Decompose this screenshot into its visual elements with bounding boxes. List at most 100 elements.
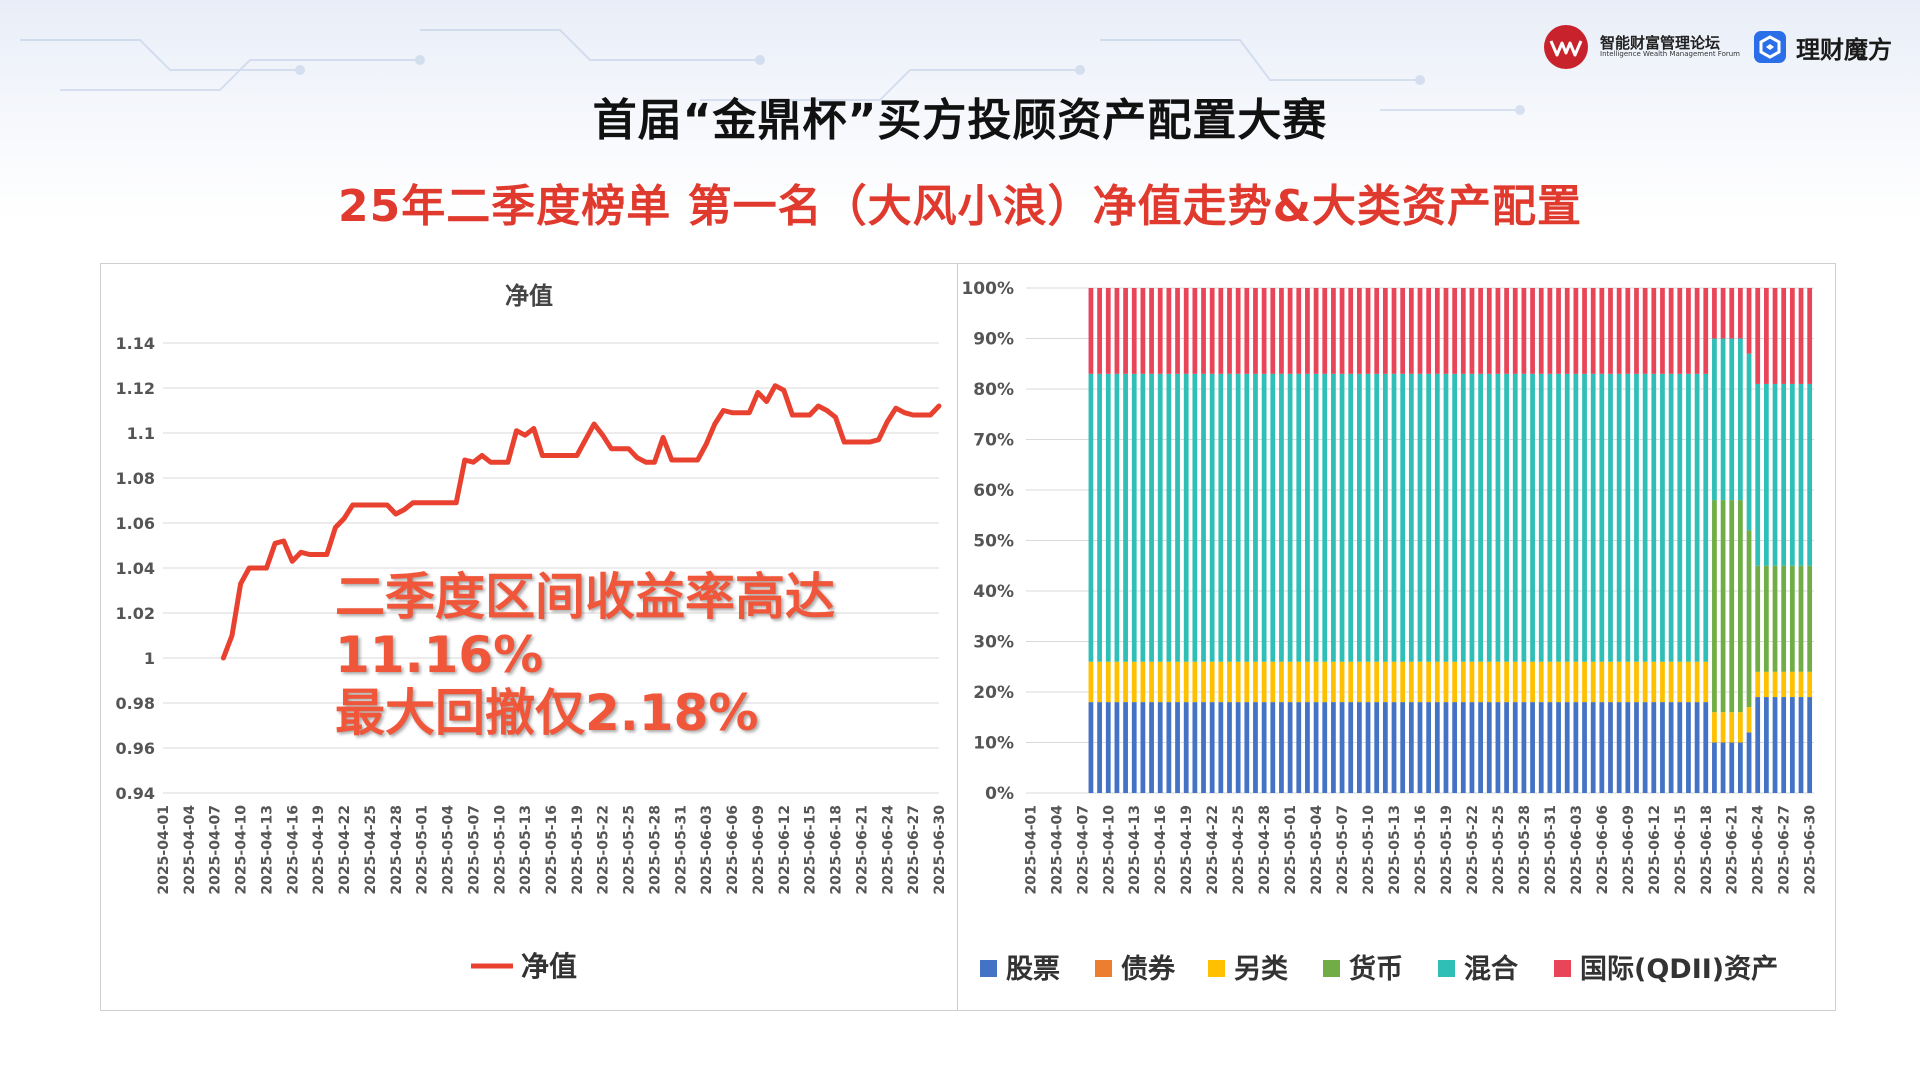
alloc-bar-segment [1088, 661, 1094, 703]
alloc-bar-segment [1495, 661, 1501, 703]
alloc-bar-segment [1634, 373, 1639, 662]
alloc-bar-segment [1616, 373, 1622, 662]
alloc-bar-segment [1746, 353, 1752, 531]
alloc-bar-segment [1564, 702, 1570, 793]
alloc-bar-segment [1131, 661, 1137, 703]
alloc-bar-segment [1140, 288, 1146, 374]
nav-chart-title: 净值 [505, 282, 553, 310]
alloc-bar-segment [1157, 288, 1163, 374]
alloc-bar-segment [1261, 702, 1267, 793]
alloc-bar-segment [1625, 702, 1631, 793]
alloc-bar-segment [1677, 661, 1683, 703]
alloc-bar-segment [1114, 288, 1120, 374]
alloc-legend-label: 债券 [1121, 953, 1176, 985]
alloc-bar-segment [1348, 702, 1354, 793]
nav-x-tick-label: 2025-05-28 [647, 805, 663, 895]
page-subtitle: 25年二季度榜单 第一名（大风小浪）净值走势&大类资产配置 [338, 181, 1582, 232]
nav-chart-panel: 净值 0.94 0.96 0.98 1 1.02 1.04 1.06 1.08 1.1 1.12 1.… [100, 263, 959, 1011]
alloc-bar-segment [1192, 702, 1198, 793]
alloc-bar-segment [1556, 373, 1561, 662]
alloc-bar-segment [1131, 702, 1137, 793]
alloc-bar-segment [1426, 373, 1432, 662]
alloc-bar-segment [1703, 288, 1709, 374]
alloc-bar-segment [1313, 702, 1319, 793]
alloc-bar-segment [1755, 383, 1761, 566]
alloc-bar-segment [1166, 373, 1172, 662]
alloc-bar-segment [1382, 661, 1388, 703]
alloc-bar-segment [1798, 671, 1804, 698]
alloc-bar-segment [1088, 702, 1094, 793]
alloc-bar-segment [1331, 373, 1336, 662]
alloc-bar-segment [1651, 702, 1657, 793]
alloc-bar-segment [1642, 661, 1648, 703]
alloc-bar-segment [1382, 702, 1388, 793]
alloc-bar-segment [1140, 702, 1146, 793]
alloc-bar-segment [1781, 565, 1787, 672]
alloc-bar-segment [1642, 288, 1648, 374]
alloc-bar-segment [1478, 373, 1483, 662]
alloc-bar-segment [1305, 661, 1310, 703]
alloc-bar-segment [1495, 702, 1501, 793]
alloc-bar-segment [1279, 661, 1284, 703]
alloc-bar-segment [1720, 712, 1726, 743]
alloc-bar-segment [1088, 288, 1094, 374]
alloc-bar-segment [1443, 661, 1449, 703]
alloc-bar-segment [1504, 373, 1509, 662]
alloc-bar-segment [1772, 288, 1778, 384]
alloc-bar-segment [1712, 338, 1717, 501]
alloc-bar-segment [1235, 288, 1241, 374]
alloc-bar-segment [1123, 288, 1128, 374]
alloc-x-tick-label: 2025-05-19 [1439, 805, 1455, 895]
alloc-bar-segment [1365, 288, 1371, 374]
alloc-bar-segment [1582, 702, 1587, 793]
alloc-y-tick-label: 80% [973, 380, 1014, 400]
alloc-bar-segment [1287, 373, 1293, 662]
alloc-bar-segment [1781, 697, 1787, 793]
alloc-bar-segment [1400, 288, 1406, 374]
nav-y-tick-label: 0.96 [116, 739, 155, 758]
alloc-bar-segment [1227, 288, 1232, 374]
nav-x-tick-label: 2025-06-06 [725, 805, 741, 895]
alloc-bar-segment [1183, 661, 1189, 703]
alloc-bar-segment [1556, 288, 1561, 374]
alloc-bar-segment [1538, 702, 1544, 793]
alloc-bar-segment [1807, 288, 1813, 384]
alloc-bar-segment [1417, 373, 1423, 662]
alloc-x-tick-label: 2025-05-31 [1543, 805, 1559, 895]
alloc-bar-segment [1382, 373, 1388, 662]
alloc-bar-segment [1590, 373, 1596, 662]
alloc-x-tick-label: 2025-05-25 [1491, 805, 1507, 895]
alloc-bar-segment [1512, 288, 1518, 374]
alloc-bar-segment [1478, 288, 1483, 374]
alloc-bar-segment [1408, 661, 1414, 703]
alloc-bar-segment [1746, 732, 1752, 793]
alloc-bar-segment [1114, 702, 1120, 793]
alloc-x-tick-label: 2025-04-16 [1153, 805, 1169, 895]
alloc-bar-segment [1227, 702, 1232, 793]
alloc-bar-segment [1573, 288, 1579, 374]
alloc-bar-segment [1547, 373, 1553, 662]
nav-y-tick-label: 0.94 [116, 784, 155, 803]
nav-x-tick-label: 2025-05-01 [415, 805, 431, 895]
alloc-bar-segment [1400, 373, 1406, 662]
alloc-bar-segment [1348, 661, 1354, 703]
alloc-bar-segment [1201, 373, 1206, 662]
nav-x-tick-label: 2025-06-30 [932, 805, 948, 895]
alloc-x-tick-label: 2025-04-25 [1231, 805, 1247, 895]
nav-x-tick-label: 2025-05-19 [570, 805, 586, 895]
alloc-bar-segment [1651, 373, 1657, 662]
alloc-bar-segment [1166, 702, 1172, 793]
alloc-bar-segment [1452, 702, 1458, 793]
alloc-y-tick-label: 30% [973, 633, 1014, 653]
nav-x-tick-label: 2025-06-15 [803, 805, 819, 895]
alloc-bar-segment [1807, 697, 1813, 793]
alloc-bar-segment [1703, 702, 1709, 793]
alloc-bar-segment [1564, 373, 1570, 662]
alloc-bar-segment [1556, 702, 1561, 793]
alloc-bar-segment [1331, 288, 1336, 374]
alloc-bar-segment [1807, 565, 1813, 672]
alloc-bar-segment [1296, 702, 1302, 793]
alloc-bar-segment [1582, 288, 1587, 374]
alloc-bar-segment [1157, 373, 1163, 662]
alloc-bar-segment [1660, 702, 1665, 793]
